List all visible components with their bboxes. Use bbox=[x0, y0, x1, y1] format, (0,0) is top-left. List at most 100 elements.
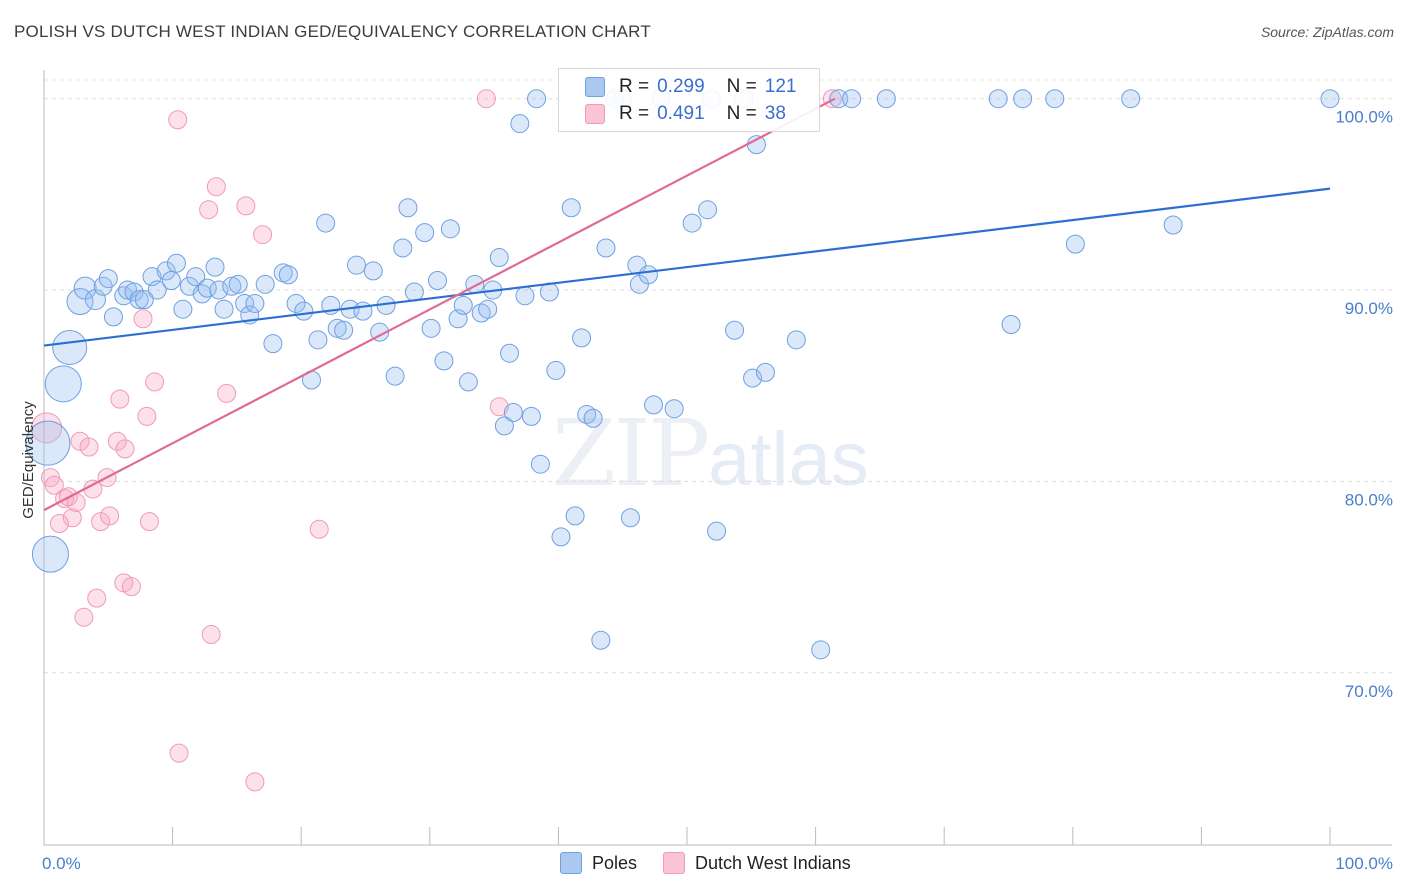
poles-point bbox=[489, 248, 509, 268]
poles-point bbox=[515, 286, 535, 306]
poles-point bbox=[173, 299, 193, 319]
poles-point bbox=[530, 454, 550, 474]
poles-point bbox=[197, 278, 217, 298]
y-axis-label: GED/Equivalency bbox=[20, 401, 37, 519]
poles-point bbox=[186, 267, 206, 287]
legend-item-dutch-west-indians: Dutch West Indians bbox=[663, 852, 851, 874]
dutch-west-indians-point bbox=[79, 437, 99, 457]
poles-point bbox=[500, 343, 520, 363]
y-tick-label: 70.0% bbox=[1345, 682, 1393, 701]
poles-point bbox=[334, 320, 354, 340]
dutch-west-indians-point bbox=[133, 309, 153, 329]
dutch-west-indians-point bbox=[168, 110, 188, 130]
y-tick-label: 100.0% bbox=[1335, 108, 1393, 127]
watermark-atlas: atlas bbox=[708, 417, 869, 502]
legend-item-poles: Poles bbox=[560, 852, 637, 874]
stats-legend: R = 0.299 N = 121 R = 0.491 N = 38 bbox=[558, 68, 820, 132]
poles-point bbox=[1320, 89, 1340, 109]
poles-point bbox=[743, 368, 763, 388]
poles-point bbox=[222, 276, 242, 296]
poles-point bbox=[572, 328, 592, 348]
poles-point bbox=[551, 527, 571, 547]
x-tick-label-max: 100.0% bbox=[1335, 854, 1393, 873]
poles-point bbox=[1065, 234, 1085, 254]
dutch-west-indians-point bbox=[110, 389, 130, 409]
dutch-west-indians-point bbox=[139, 512, 159, 532]
poles-point bbox=[682, 213, 702, 233]
poles-point bbox=[316, 213, 336, 233]
poles-point bbox=[755, 362, 775, 382]
poles-point bbox=[415, 223, 435, 243]
poles-point bbox=[1001, 315, 1021, 335]
dutch-west-indians-point bbox=[489, 397, 509, 417]
poles-legend-swatch bbox=[560, 852, 582, 874]
poles-point bbox=[161, 270, 181, 290]
chart-title: POLISH VS DUTCH WEST INDIAN GED/EQUIVALE… bbox=[14, 22, 651, 41]
poles-point bbox=[698, 200, 718, 220]
poles-point bbox=[363, 261, 383, 281]
poles-point bbox=[129, 290, 149, 310]
legend-r-value: 0.299 bbox=[657, 76, 705, 97]
poles-point bbox=[786, 330, 806, 350]
legend-n-label: N = bbox=[726, 103, 757, 124]
tick-labels: 70.0% 80.0% 90.0% 100.0% 0.0% 100.0% GED/Equiv… bbox=[20, 108, 1393, 873]
dutch-west-indians-point bbox=[121, 577, 141, 597]
legend-row-poles: R = 0.299 N = 121 bbox=[585, 74, 796, 100]
dutch-west-indians-point bbox=[44, 475, 64, 495]
legend-n-value: 121 bbox=[764, 76, 797, 97]
poles-point bbox=[1045, 89, 1065, 109]
x-tick-label-min: 0.0% bbox=[42, 854, 81, 873]
dutch-west-indians-point bbox=[201, 625, 221, 645]
trend-lines bbox=[43, 97, 1331, 512]
poles-point bbox=[521, 406, 541, 426]
poles-point bbox=[205, 257, 225, 277]
legend-label-dutch-west-indians: Dutch West Indians bbox=[695, 852, 851, 873]
poles-point bbox=[458, 372, 478, 392]
poles-point bbox=[1013, 89, 1033, 109]
dutch-west-indians-points bbox=[31, 89, 842, 792]
legend-row-dutch-west-indians: R = 0.491 N = 38 bbox=[585, 101, 786, 127]
poles-points bbox=[25, 89, 1340, 660]
poles-point bbox=[707, 521, 727, 541]
series-legend: Poles Dutch West Indians bbox=[560, 852, 877, 874]
dutch-west-indians-point bbox=[253, 225, 273, 245]
poles-point bbox=[327, 318, 347, 338]
poles-point bbox=[1121, 89, 1141, 109]
poles-point bbox=[546, 360, 566, 380]
poles-point bbox=[503, 403, 523, 423]
poles-point bbox=[565, 506, 585, 526]
poles-point bbox=[346, 255, 366, 275]
dutch-west-indians-point bbox=[107, 431, 127, 451]
poles-point bbox=[398, 198, 418, 218]
legend-r-value: 0.491 bbox=[657, 103, 705, 124]
poles-point bbox=[591, 630, 611, 650]
poles-point bbox=[98, 269, 118, 289]
poles-point bbox=[147, 280, 167, 300]
poles-point bbox=[404, 282, 424, 302]
poles-point bbox=[876, 89, 896, 109]
legend-n-value: 38 bbox=[764, 103, 786, 124]
poles-point bbox=[103, 307, 123, 327]
poles-point bbox=[294, 301, 314, 321]
poles-point bbox=[166, 253, 186, 273]
poles-point bbox=[725, 320, 745, 340]
poles-point bbox=[278, 265, 298, 285]
dutch-west-indians-point bbox=[169, 743, 189, 763]
poles-point bbox=[510, 114, 530, 134]
dutch-west-indians-point bbox=[100, 506, 120, 526]
dutch-west-indians-point bbox=[145, 372, 165, 392]
y-tick-label: 90.0% bbox=[1345, 299, 1393, 318]
poles-point bbox=[453, 295, 473, 315]
dutch-west-indians-point bbox=[91, 512, 111, 532]
poles-point bbox=[664, 399, 684, 419]
poles-point bbox=[31, 535, 69, 573]
poles-point bbox=[596, 238, 616, 258]
legend-n-label: N = bbox=[726, 76, 757, 97]
poles-point bbox=[385, 366, 405, 386]
poles-point bbox=[209, 280, 229, 300]
legend-r-label: R = bbox=[619, 103, 650, 124]
poles-point bbox=[434, 351, 454, 371]
poles-point bbox=[245, 293, 265, 313]
axes bbox=[43, 70, 1392, 846]
